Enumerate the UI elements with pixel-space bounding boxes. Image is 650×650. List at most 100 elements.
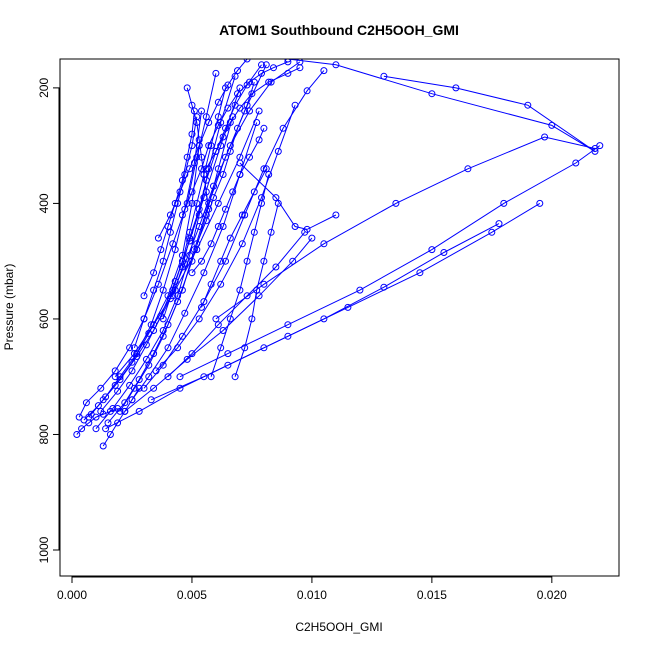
- data-point: [193, 153, 201, 161]
- series-line: [201, 168, 267, 308]
- data-point: [164, 344, 172, 352]
- series-8: [128, 119, 261, 404]
- data-point: [440, 249, 448, 256]
- series-line: [124, 237, 313, 412]
- data-point: [428, 246, 436, 254]
- data-point: [78, 425, 86, 433]
- data-point: [147, 396, 155, 404]
- data-point: [291, 101, 299, 109]
- data-point: [236, 171, 244, 178]
- data-point: [229, 188, 237, 196]
- chart-title: ATOM1 Southbound C2H5OOH_GMI: [219, 22, 459, 38]
- series-line: [191, 128, 265, 274]
- data-point: [380, 72, 388, 80]
- data-point: [548, 121, 556, 129]
- data-point: [296, 64, 304, 72]
- data-point: [176, 373, 184, 381]
- data-point: [152, 367, 160, 375]
- data-point: [159, 315, 167, 323]
- data-point: [145, 373, 153, 381]
- data-point: [188, 130, 196, 138]
- data-point: [181, 171, 189, 178]
- data-point: [183, 355, 191, 363]
- series-line: [131, 122, 258, 401]
- data-point: [94, 402, 102, 410]
- series-line: [181, 61, 289, 216]
- data-point: [200, 171, 208, 178]
- series-line: [234, 203, 279, 377]
- data-point: [591, 145, 599, 152]
- data-point: [188, 269, 196, 277]
- x-axis-label: C2H5OOH_GMI: [295, 620, 382, 634]
- data-point: [236, 286, 244, 294]
- data-point: [114, 387, 122, 395]
- series-line: [76, 408, 118, 435]
- data-point: [198, 165, 205, 173]
- data-point: [202, 217, 210, 225]
- x-tick-label: 0.005: [177, 588, 207, 602]
- data-point: [92, 425, 100, 433]
- data-point: [308, 234, 316, 242]
- data-point: [200, 298, 208, 306]
- data-point: [106, 407, 114, 415]
- y-tick-label: 600: [37, 309, 51, 329]
- data-point: [166, 228, 174, 236]
- data-point: [428, 90, 436, 98]
- data-point: [248, 315, 256, 323]
- data-point: [222, 205, 229, 213]
- data-point: [238, 240, 246, 248]
- data-point: [217, 257, 225, 265]
- data-point: [104, 419, 112, 427]
- data-point: [178, 263, 186, 271]
- data-point: [188, 188, 196, 196]
- data-point: [73, 431, 81, 438]
- data-point: [111, 373, 119, 381]
- data-point: [140, 315, 148, 323]
- data-point: [202, 113, 210, 121]
- series-line: [210, 174, 270, 377]
- data-point: [195, 205, 203, 213]
- x-axis: 0.000 0.005 0.010 0.015 0.020: [57, 576, 567, 602]
- data-point: [178, 176, 186, 184]
- data-point: [320, 315, 328, 323]
- data-point: [150, 269, 158, 277]
- data-point: [140, 292, 148, 300]
- data-point: [205, 142, 213, 150]
- data-point: [195, 136, 203, 144]
- data-point: [524, 101, 532, 109]
- data-point: [260, 280, 268, 288]
- data-point: [202, 176, 210, 184]
- data-point: [198, 153, 205, 161]
- data-point: [226, 315, 234, 323]
- data-point: [284, 69, 292, 77]
- y-axis-label: Pressure (mbar): [2, 264, 16, 351]
- data-point: [392, 199, 400, 207]
- x-tick-label: 0.000: [57, 588, 87, 602]
- data-point: [279, 124, 287, 132]
- series-35: [198, 165, 270, 311]
- data-point: [135, 376, 143, 384]
- data-point: [258, 69, 265, 77]
- data-point: [243, 257, 251, 265]
- data-point: [248, 90, 256, 98]
- data-point: [272, 263, 280, 271]
- data-point: [289, 257, 297, 265]
- data-point: [164, 223, 172, 230]
- series-line: [215, 136, 596, 320]
- y-tick-label: 200: [37, 78, 51, 98]
- data-point: [99, 442, 107, 450]
- data-point: [140, 384, 148, 392]
- data-point: [135, 384, 143, 392]
- data-point: [464, 165, 472, 173]
- data-point: [198, 257, 205, 265]
- data-point: [154, 234, 162, 242]
- data-point: [114, 419, 122, 427]
- series-25: [193, 78, 258, 248]
- data-point: [159, 327, 167, 334]
- data-point: [255, 107, 263, 115]
- data-point: [267, 228, 275, 236]
- data-point: [234, 124, 241, 132]
- data-point: [130, 344, 138, 352]
- data-point: [159, 257, 167, 265]
